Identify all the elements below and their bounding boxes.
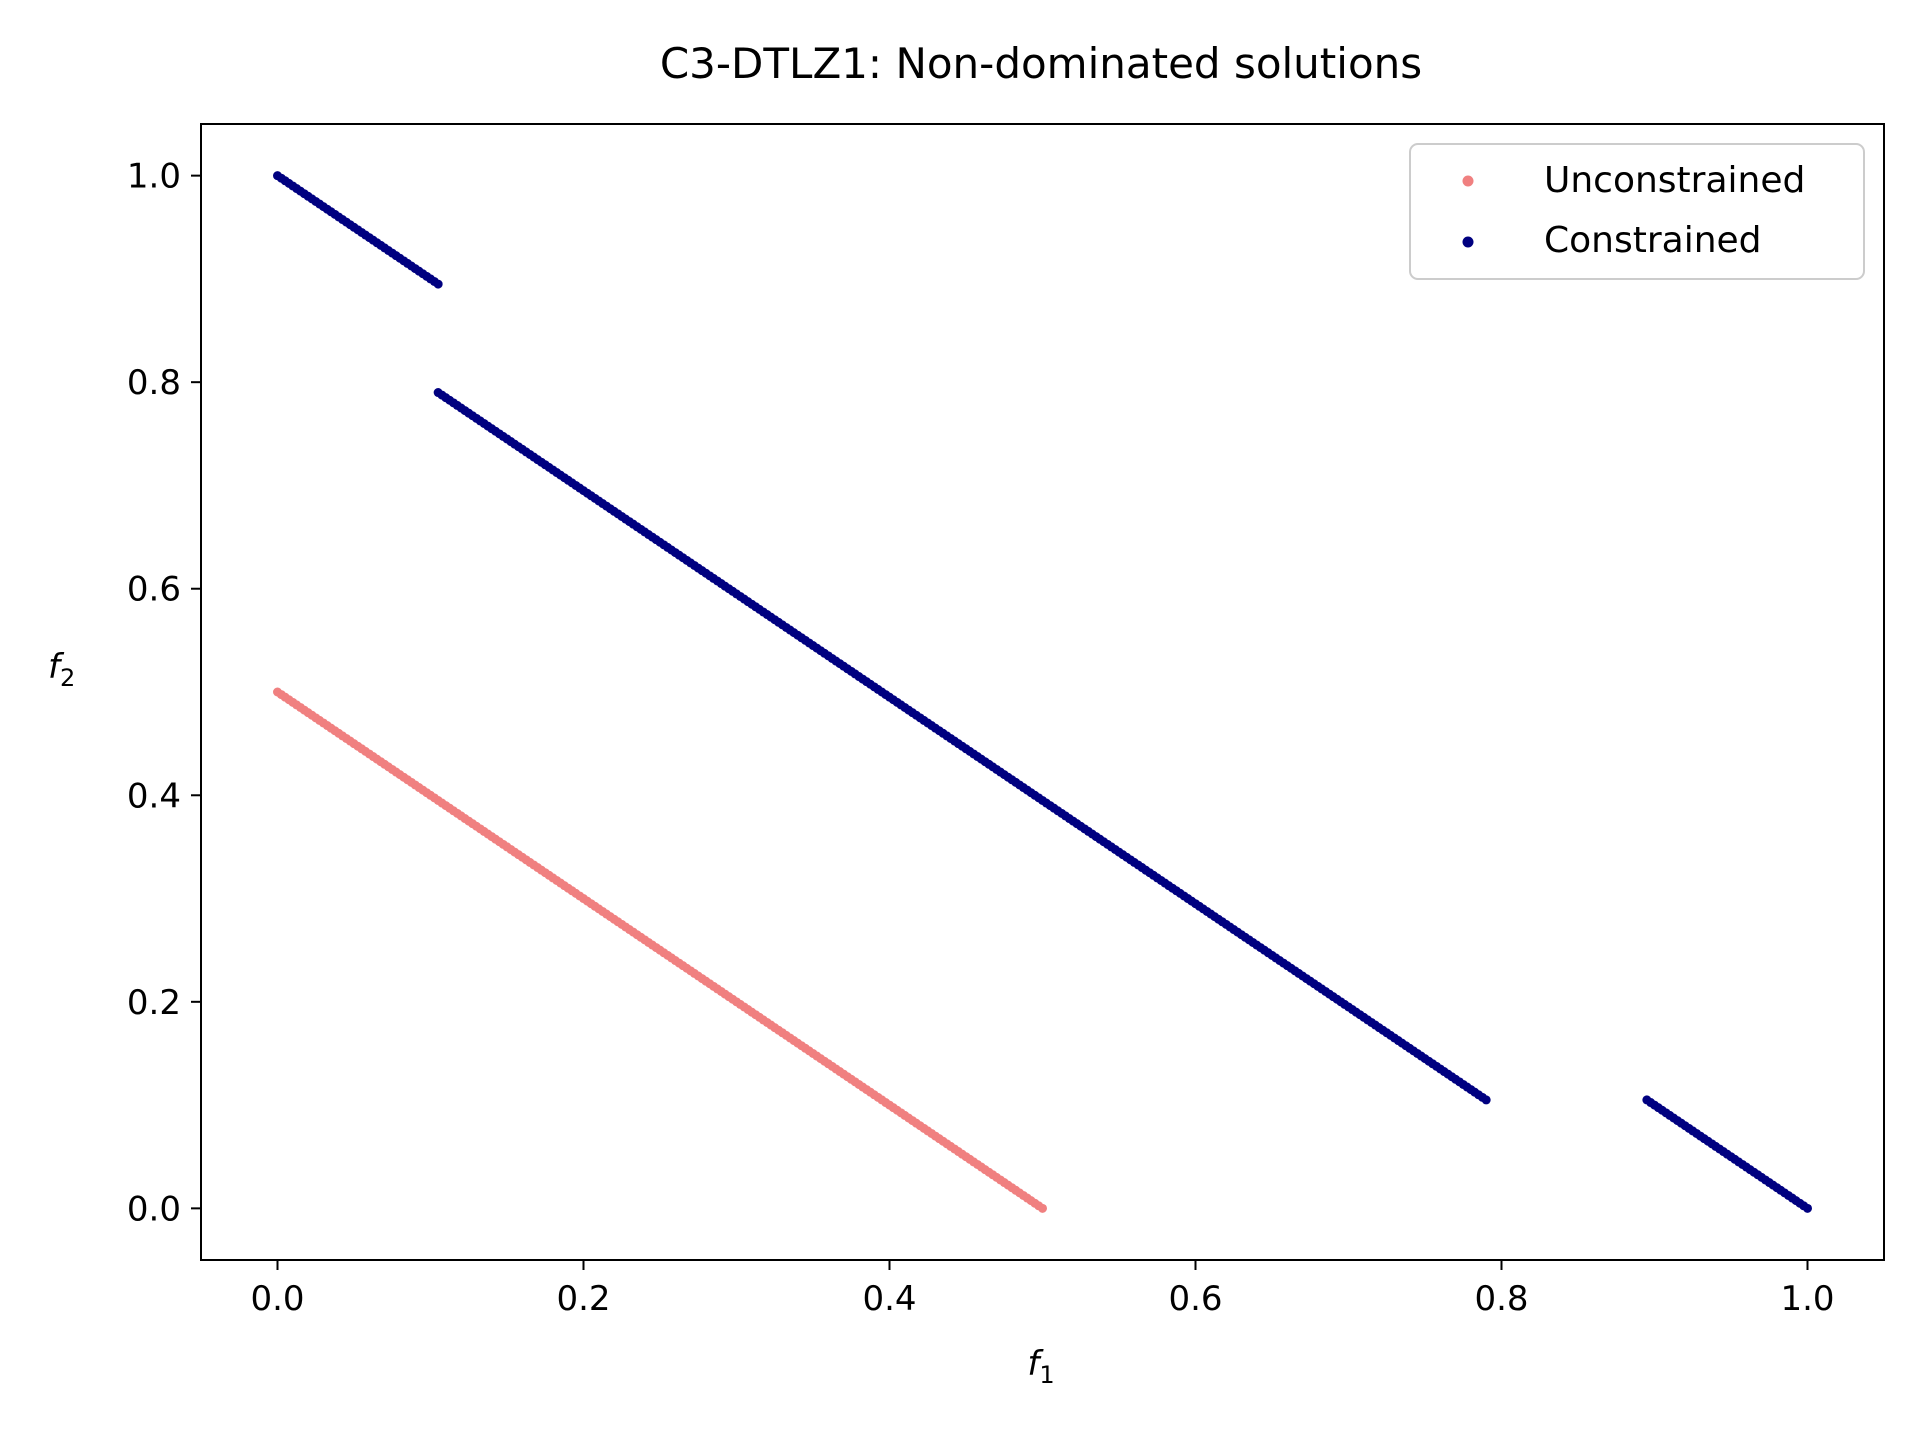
x-axis-label-sub: 1 — [1039, 1361, 1054, 1389]
x-tick-label: 0.6 — [1168, 1279, 1222, 1319]
plot-frame — [200, 123, 1885, 1261]
x-tick-label: 1.0 — [1780, 1279, 1834, 1319]
y-axis-label-sub: 2 — [60, 664, 75, 692]
point-constrained — [1803, 1203, 1812, 1213]
y-tick-label: 1.0 — [127, 157, 181, 197]
y-tick-label: 0.2 — [127, 983, 181, 1023]
y-tick-label: 0.8 — [127, 363, 181, 403]
legend-label-unconstrained: Unconstrained — [1544, 160, 1805, 201]
y-tick-label: 0.0 — [127, 1189, 181, 1229]
x-tick-label: 0.8 — [1474, 1279, 1528, 1319]
chart-title: C3-DTLZ1: Non-dominated solutions — [660, 39, 1422, 88]
x-tick-label: 0.4 — [862, 1279, 916, 1319]
points-layer — [273, 171, 1812, 1213]
legend-marker-unconstrained — [1462, 175, 1474, 187]
x-axis-ticks: 0.0 0.2 0.4 0.6 0.8 1.0 — [250, 1260, 1835, 1319]
y-tick-label: 0.6 — [127, 570, 181, 610]
y-axis-ticks: 0.0 0.2 0.4 0.6 0.8 1.0 — [127, 157, 201, 1229]
legend-label-constrained: Constrained — [1544, 220, 1762, 261]
point-unconstrained — [1038, 1203, 1047, 1213]
legend-marker-constrained — [1462, 236, 1474, 248]
point-constrained — [433, 279, 443, 289]
x-tick-label: 0.0 — [250, 1279, 304, 1319]
legend-box — [1409, 143, 1865, 280]
legend: Unconstrained Constrained — [1409, 143, 1865, 280]
point-constrained — [1481, 1095, 1491, 1105]
y-tick-label: 0.4 — [127, 776, 181, 816]
x-tick-label: 0.2 — [556, 1279, 610, 1319]
